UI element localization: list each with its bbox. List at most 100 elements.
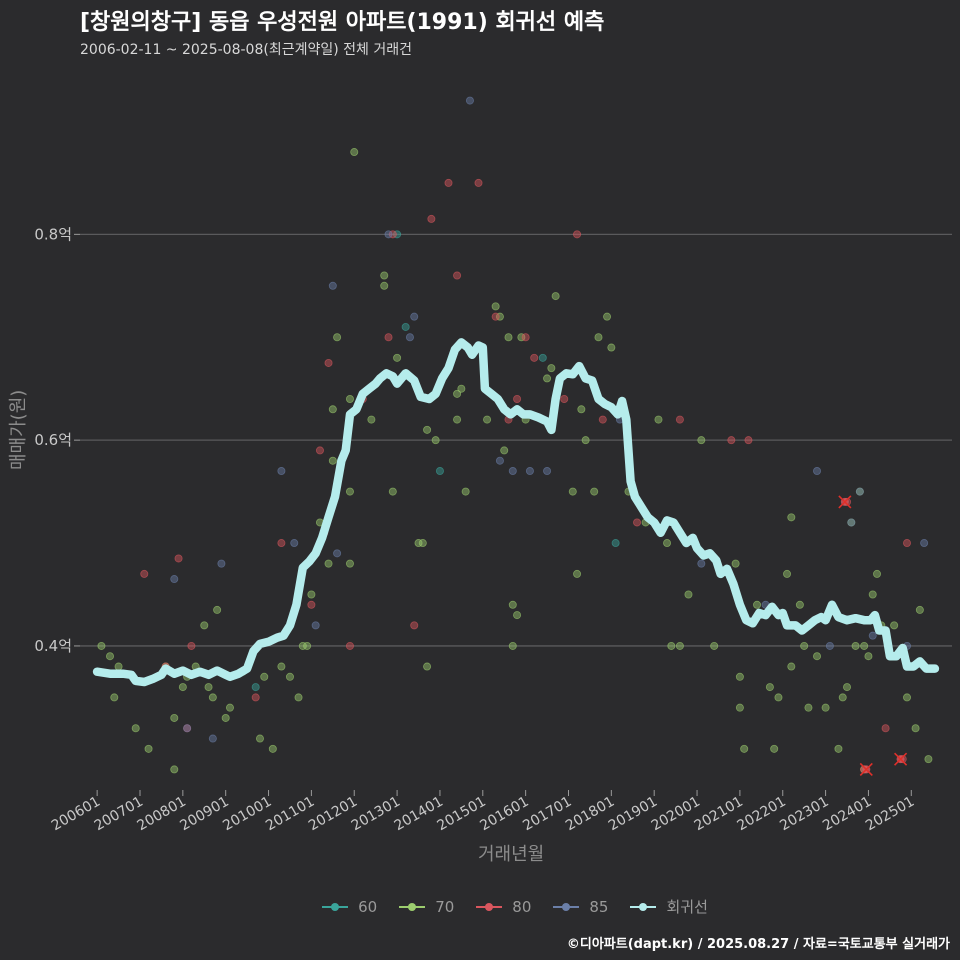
point-70 bbox=[114, 662, 123, 671]
legend-key-regression bbox=[630, 900, 657, 914]
point-85 bbox=[920, 539, 929, 548]
point-70 bbox=[873, 569, 882, 578]
x-axis-title: 거래년월 bbox=[478, 844, 545, 865]
point-70 bbox=[105, 652, 114, 661]
point-70 bbox=[508, 600, 517, 609]
point-60 bbox=[401, 322, 410, 331]
point-70 bbox=[453, 389, 462, 398]
highlight-x-mark bbox=[894, 752, 908, 766]
point-70 bbox=[547, 364, 556, 373]
point-80 bbox=[410, 621, 419, 630]
point-70 bbox=[423, 425, 432, 434]
point-70 bbox=[277, 662, 286, 671]
point-70 bbox=[804, 703, 813, 712]
point-80 bbox=[521, 333, 530, 342]
legend-label-80: 80 bbox=[512, 897, 532, 916]
point-85 bbox=[217, 559, 226, 568]
point-80 bbox=[633, 518, 642, 527]
point-70 bbox=[783, 569, 792, 578]
point-70 bbox=[864, 652, 873, 661]
point-70 bbox=[890, 621, 899, 630]
y-tick-label: 0.4억 bbox=[34, 637, 72, 655]
legend-label-85: 85 bbox=[589, 897, 609, 916]
point-70 bbox=[97, 641, 106, 650]
x-tick-label: 200701 bbox=[92, 794, 146, 835]
point-80 bbox=[277, 539, 286, 548]
point-70 bbox=[663, 539, 672, 548]
point-80 bbox=[324, 358, 333, 367]
point-70 bbox=[603, 312, 612, 321]
point-70 bbox=[868, 590, 877, 599]
x-tick-label: 201001 bbox=[220, 794, 274, 835]
point-80 bbox=[881, 724, 890, 733]
point-70 bbox=[770, 744, 779, 753]
point-80 bbox=[675, 415, 684, 424]
highlight-x-mark bbox=[859, 762, 873, 776]
point-70 bbox=[110, 693, 119, 702]
point-70 bbox=[838, 693, 847, 702]
point-80 bbox=[384, 333, 393, 342]
point-80 bbox=[598, 415, 607, 424]
point-60 bbox=[435, 467, 444, 476]
y-tick-label: 0.8억 bbox=[34, 225, 72, 243]
x-tick-label: 201901 bbox=[606, 794, 660, 835]
point-70 bbox=[800, 641, 809, 650]
point-85 bbox=[525, 467, 534, 476]
point-70 bbox=[504, 333, 513, 342]
point-70 bbox=[431, 436, 440, 445]
point-85 bbox=[868, 631, 877, 640]
point-70 bbox=[787, 662, 796, 671]
point-70 bbox=[667, 641, 676, 650]
point-70 bbox=[924, 755, 933, 764]
point-80 bbox=[345, 641, 354, 650]
point-80 bbox=[444, 178, 453, 187]
point-85 bbox=[328, 281, 337, 290]
point-85 bbox=[508, 467, 517, 476]
point-85 bbox=[170, 575, 179, 584]
point-70 bbox=[753, 600, 762, 609]
y-axis-title: 매매가(원) bbox=[8, 389, 29, 470]
legend-key-85 bbox=[553, 900, 580, 914]
x-tick-label: 201201 bbox=[306, 794, 360, 835]
legend-label-70: 70 bbox=[435, 897, 455, 916]
point-70 bbox=[144, 744, 153, 753]
point-85 bbox=[495, 456, 504, 465]
point-70 bbox=[324, 559, 333, 568]
legend-item-70: 70 bbox=[399, 896, 454, 917]
point-70 bbox=[285, 672, 294, 681]
point-85 bbox=[405, 333, 414, 342]
point-70 bbox=[731, 559, 740, 568]
point-70 bbox=[350, 148, 359, 157]
legend-key-80 bbox=[476, 900, 503, 914]
point-85 bbox=[855, 487, 864, 496]
point-60 bbox=[251, 683, 260, 692]
legend: 60 70 80 85 회귀선 bbox=[0, 896, 960, 917]
point-80 bbox=[251, 693, 260, 702]
point-85 bbox=[208, 734, 217, 743]
point-70 bbox=[170, 765, 179, 774]
legend-label-regression: 회귀선 bbox=[666, 898, 708, 916]
x-tick-label: 200601 bbox=[49, 794, 103, 835]
x-tick-label: 201301 bbox=[349, 794, 403, 835]
point-85 bbox=[333, 549, 342, 558]
point-70 bbox=[268, 744, 277, 753]
point-70 bbox=[843, 683, 852, 692]
point-70 bbox=[380, 281, 389, 290]
point-70 bbox=[423, 662, 432, 671]
point-70 bbox=[607, 343, 616, 352]
point-70 bbox=[170, 713, 179, 722]
x-tick-label: 200801 bbox=[135, 794, 189, 835]
point-70 bbox=[795, 600, 804, 609]
point-80 bbox=[727, 436, 736, 445]
chart-title: [창원의창구] 동읍 우성전원 아파트(1991) 회귀선 예측 bbox=[80, 10, 605, 35]
x-tick-label: 202101 bbox=[692, 794, 746, 835]
point-85 bbox=[813, 467, 822, 476]
point-70 bbox=[255, 734, 264, 743]
point-70 bbox=[851, 641, 860, 650]
point-70 bbox=[453, 415, 462, 424]
point-70 bbox=[298, 641, 307, 650]
point-70 bbox=[697, 436, 706, 445]
point-70 bbox=[328, 405, 337, 414]
point-70 bbox=[457, 384, 466, 393]
legend-label-60: 60 bbox=[358, 897, 378, 916]
